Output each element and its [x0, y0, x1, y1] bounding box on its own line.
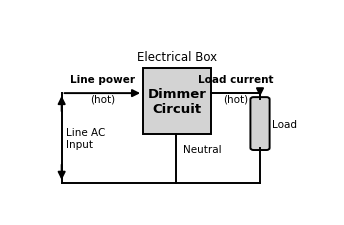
Text: (hot): (hot) [90, 94, 115, 105]
FancyBboxPatch shape [250, 98, 270, 150]
Text: (hot): (hot) [223, 94, 248, 105]
Text: Electrical Box: Electrical Box [137, 51, 217, 64]
Text: Load current: Load current [198, 75, 273, 85]
Text: Load: Load [272, 119, 297, 129]
Text: Neutral: Neutral [183, 145, 222, 155]
FancyBboxPatch shape [143, 69, 211, 134]
Text: Line AC
Input: Line AC Input [66, 128, 105, 149]
Text: Dimmer
Circuit: Dimmer Circuit [148, 88, 206, 115]
Text: Line power: Line power [70, 75, 135, 85]
